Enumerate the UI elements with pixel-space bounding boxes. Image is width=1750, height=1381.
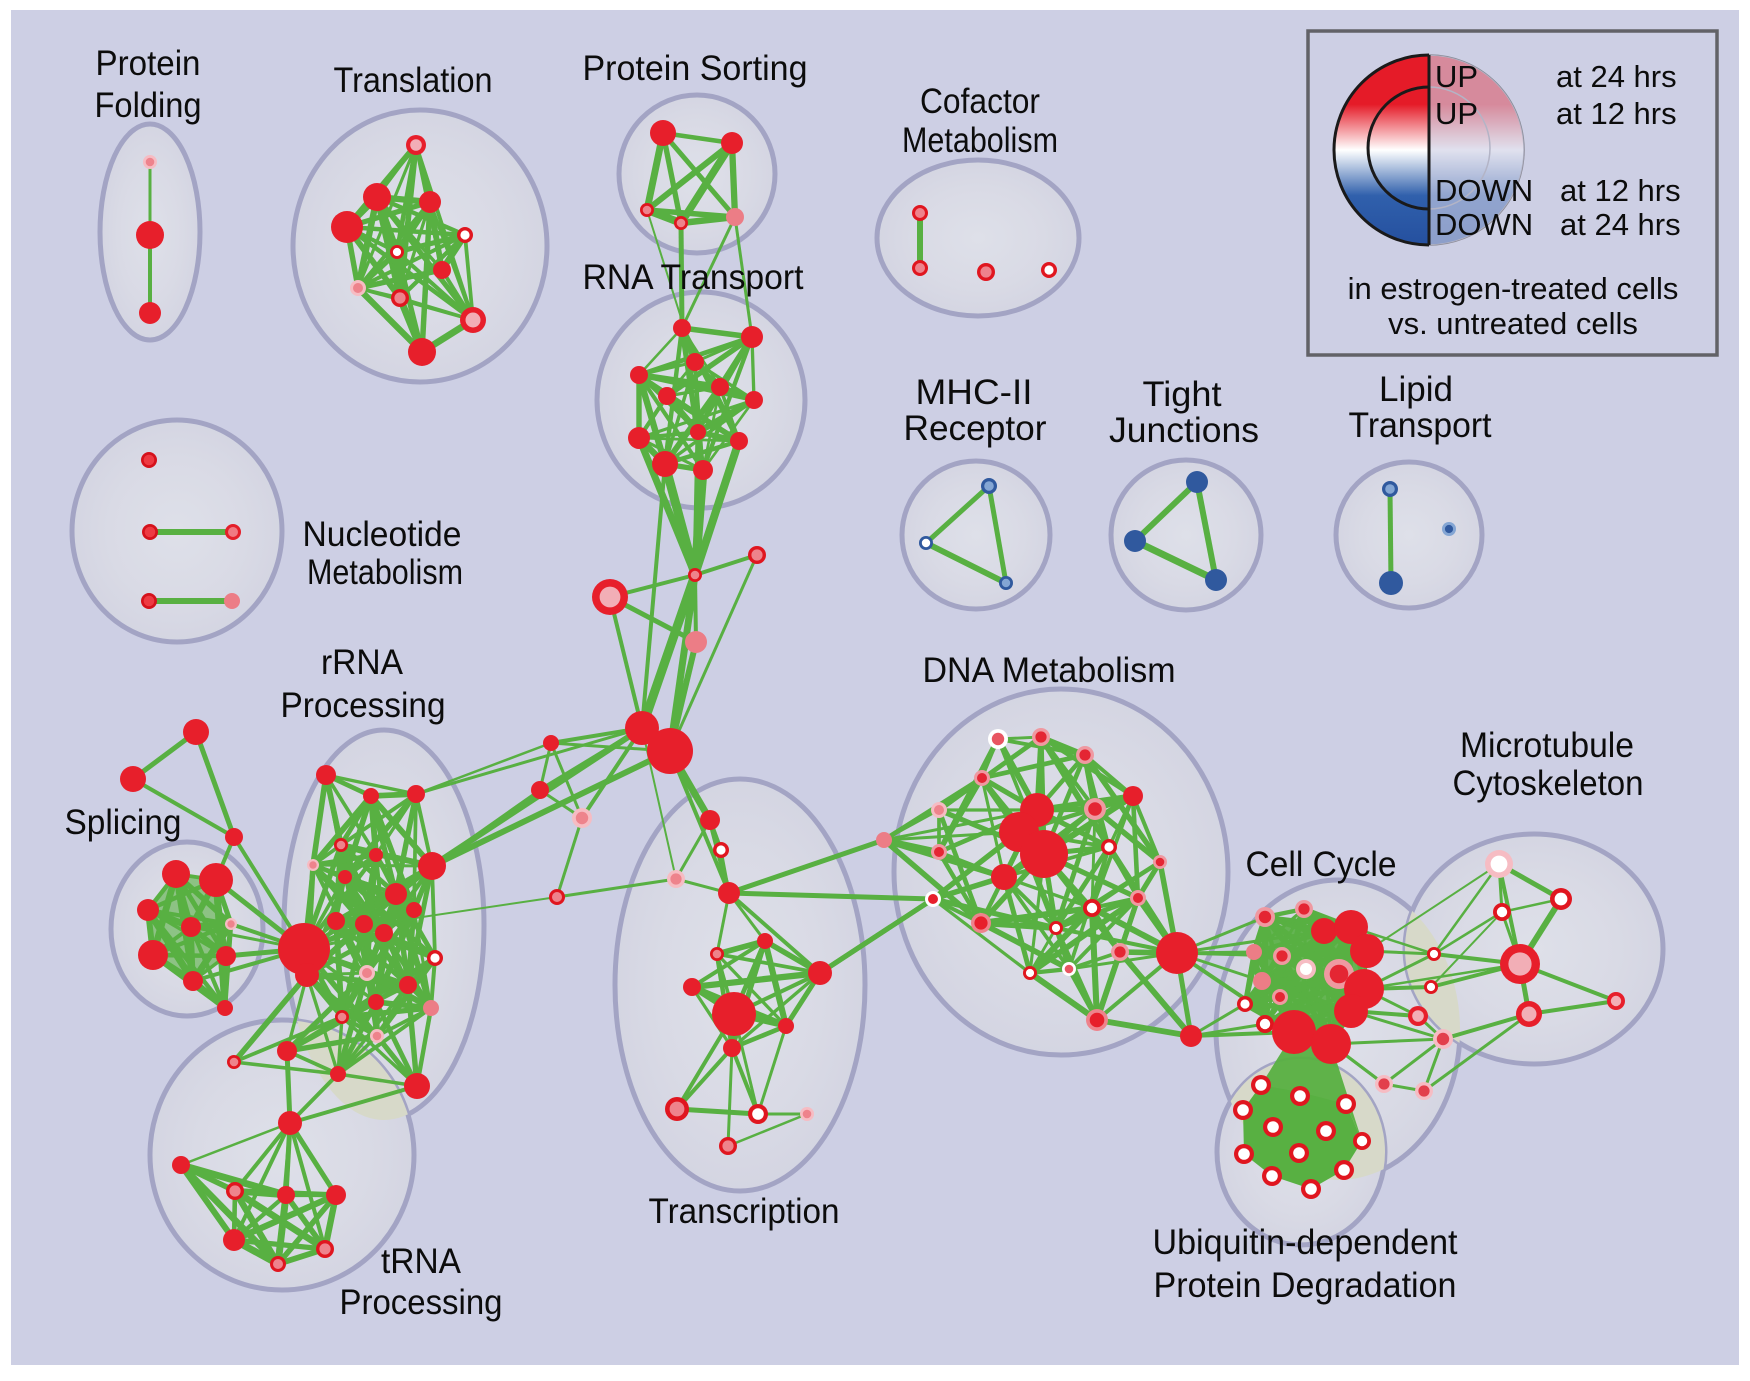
svg-text:RNA Transport: RNA Transport	[583, 258, 804, 297]
svg-text:Protein Sorting: Protein Sorting	[583, 49, 808, 88]
svg-text:Splicing: Splicing	[65, 803, 182, 842]
svg-text:Nucleotide: Nucleotide	[303, 515, 462, 554]
svg-text:UP: UP	[1435, 96, 1478, 131]
svg-text:DNA Metabolism: DNA Metabolism	[923, 651, 1176, 690]
svg-text:Protein Degradation: Protein Degradation	[1154, 1266, 1457, 1305]
svg-text:Ubiquitin-dependent: Ubiquitin-dependent	[1153, 1223, 1458, 1262]
svg-text:UP: UP	[1435, 59, 1478, 94]
svg-text:rRNA: rRNA	[321, 643, 404, 682]
svg-text:Receptor: Receptor	[904, 409, 1047, 448]
svg-text:tRNA: tRNA	[381, 1242, 462, 1281]
svg-text:DOWN: DOWN	[1435, 173, 1533, 208]
svg-text:Metabolism: Metabolism	[902, 121, 1058, 160]
svg-text:at 24 hrs: at 24 hrs	[1556, 59, 1677, 94]
svg-text:Translation: Translation	[334, 61, 493, 100]
svg-text:Cell Cycle: Cell Cycle	[1246, 845, 1397, 884]
svg-text:Metabolism: Metabolism	[307, 553, 463, 592]
svg-text:Tight: Tight	[1143, 375, 1222, 414]
svg-text:Transcription: Transcription	[649, 1192, 840, 1231]
svg-text:Processing: Processing	[340, 1283, 503, 1322]
svg-text:Transport: Transport	[1349, 406, 1492, 445]
svg-text:Processing: Processing	[281, 686, 446, 725]
svg-text:Protein: Protein	[96, 44, 201, 83]
svg-text:at 12 hrs: at 12 hrs	[1556, 96, 1677, 131]
svg-text:vs. untreated cells: vs. untreated cells	[1388, 306, 1638, 341]
svg-text:at 12 hrs: at 12 hrs	[1560, 173, 1681, 208]
svg-text:Microtubule: Microtubule	[1460, 726, 1634, 765]
svg-text:Junctions: Junctions	[1109, 411, 1259, 450]
svg-text:at 24 hrs: at 24 hrs	[1560, 207, 1681, 242]
svg-text:Cofactor: Cofactor	[920, 82, 1040, 121]
svg-text:Folding: Folding	[95, 86, 202, 125]
svg-text:Cytoskeleton: Cytoskeleton	[1453, 764, 1644, 803]
svg-text:DOWN: DOWN	[1435, 207, 1533, 242]
svg-text:MHC-II: MHC-II	[916, 373, 1033, 412]
svg-text:Lipid: Lipid	[1379, 370, 1453, 409]
svg-text:in estrogen-treated cells: in estrogen-treated cells	[1348, 271, 1679, 306]
